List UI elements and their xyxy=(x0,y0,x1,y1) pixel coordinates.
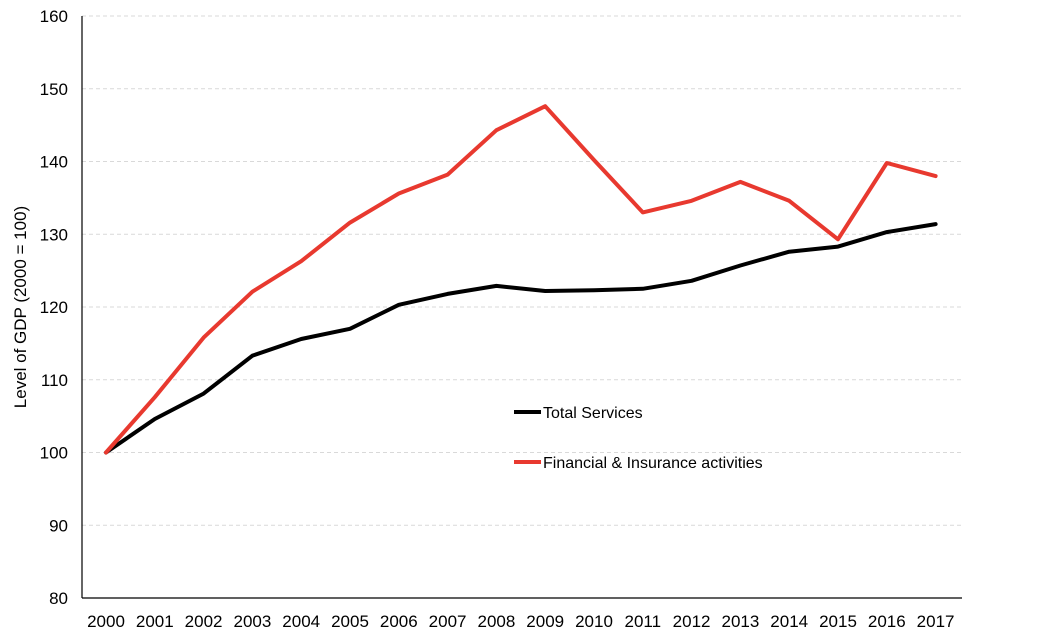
x-tick-label: 2011 xyxy=(625,612,662,631)
y-tick-label: 130 xyxy=(40,225,68,244)
series-line xyxy=(104,104,938,455)
x-tick-label: 2002 xyxy=(185,612,223,631)
y-tick-label: 110 xyxy=(41,371,68,390)
x-tick-label: 2000 xyxy=(87,612,125,631)
x-tick-labels: 2000 2001 2002 2003 2004 2005 2006 2007 2008 2009… xyxy=(87,612,954,631)
legend-label: Total Services xyxy=(543,405,643,422)
x-tick-label: 2006 xyxy=(380,612,418,631)
y-tick-label: 90 xyxy=(49,516,68,535)
x-tick-label: 2001 xyxy=(136,612,174,631)
x-tick-label: 2015 xyxy=(819,612,857,631)
x-tick-label: 2016 xyxy=(868,612,906,631)
y-axis-label: Level of GDP (2000 = 100) xyxy=(11,206,30,408)
x-tick-label: 2007 xyxy=(429,612,467,631)
y-tick-label: 100 xyxy=(40,444,68,463)
x-tick-label: 2004 xyxy=(282,612,320,631)
series-lines xyxy=(104,104,938,455)
x-tick-label: 2013 xyxy=(721,612,759,631)
x-tick-label: 2010 xyxy=(575,612,613,631)
x-tick-label: 2005 xyxy=(331,612,369,631)
x-tick-label: 2012 xyxy=(673,612,711,631)
y-tick-label: 150 xyxy=(40,80,68,99)
legend: Total Services Financial & Insurance acti… xyxy=(514,405,763,472)
y-tick-labels: 80 90 100 110 120 130 140 150 160 xyxy=(40,7,68,608)
legend-label: Financial & Insurance activities xyxy=(543,455,763,472)
gridlines xyxy=(82,15,962,526)
y-tick-label: 120 xyxy=(40,298,68,317)
y-tick-label: 80 xyxy=(49,589,68,608)
x-tick-label: 2009 xyxy=(526,612,564,631)
x-tick-label: 2017 xyxy=(917,612,955,631)
x-tick-label: 2003 xyxy=(233,612,271,631)
y-tick-label: 160 xyxy=(40,7,68,26)
y-tick-label: 140 xyxy=(40,153,68,172)
x-tick-label: 2008 xyxy=(477,612,515,631)
series-line xyxy=(104,222,938,455)
x-tick-label: 2014 xyxy=(770,612,808,631)
